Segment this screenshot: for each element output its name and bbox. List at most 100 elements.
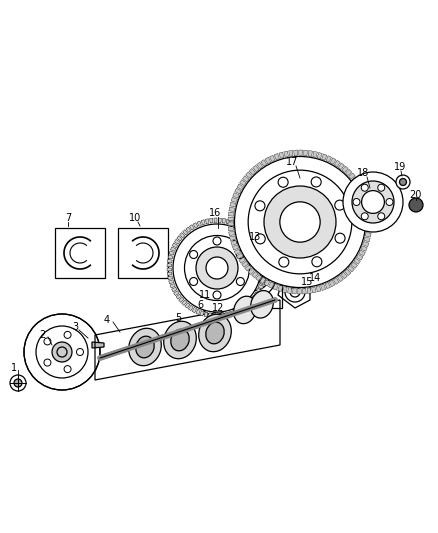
Circle shape — [184, 236, 250, 301]
Polygon shape — [262, 261, 267, 264]
Circle shape — [237, 278, 244, 286]
Circle shape — [24, 314, 100, 390]
Polygon shape — [345, 269, 351, 276]
Polygon shape — [243, 176, 249, 182]
Polygon shape — [176, 294, 181, 299]
Circle shape — [255, 234, 265, 244]
Polygon shape — [313, 151, 318, 157]
Polygon shape — [283, 287, 287, 293]
Polygon shape — [229, 311, 233, 316]
Polygon shape — [200, 311, 204, 316]
Circle shape — [44, 338, 51, 345]
Polygon shape — [239, 257, 245, 263]
Polygon shape — [252, 271, 258, 278]
Ellipse shape — [251, 290, 273, 318]
Circle shape — [386, 198, 393, 206]
Polygon shape — [179, 297, 184, 302]
Polygon shape — [253, 237, 258, 242]
Circle shape — [353, 198, 360, 206]
Polygon shape — [258, 285, 264, 289]
Circle shape — [64, 332, 71, 338]
Polygon shape — [231, 240, 237, 245]
Polygon shape — [264, 280, 270, 286]
Polygon shape — [172, 287, 177, 292]
Ellipse shape — [136, 336, 154, 358]
Text: 14: 14 — [309, 273, 321, 283]
Polygon shape — [229, 231, 235, 236]
Circle shape — [361, 213, 368, 220]
Polygon shape — [168, 255, 173, 259]
Circle shape — [190, 251, 198, 259]
Polygon shape — [169, 251, 174, 255]
Polygon shape — [352, 176, 358, 183]
Circle shape — [396, 175, 410, 189]
Polygon shape — [273, 284, 278, 290]
Circle shape — [279, 257, 289, 267]
Circle shape — [280, 202, 320, 242]
Polygon shape — [177, 236, 182, 241]
Polygon shape — [246, 172, 252, 179]
Polygon shape — [302, 288, 306, 294]
Polygon shape — [351, 262, 357, 268]
Bar — [227, 243, 282, 308]
Polygon shape — [346, 169, 352, 176]
Polygon shape — [222, 219, 226, 223]
Circle shape — [399, 179, 406, 185]
Polygon shape — [316, 286, 321, 292]
Polygon shape — [233, 193, 239, 198]
Polygon shape — [167, 272, 172, 276]
Polygon shape — [228, 227, 234, 231]
Polygon shape — [333, 278, 339, 284]
Polygon shape — [172, 243, 177, 248]
Polygon shape — [262, 265, 267, 268]
Polygon shape — [169, 280, 174, 284]
Polygon shape — [349, 173, 355, 179]
Polygon shape — [170, 284, 175, 288]
Polygon shape — [317, 152, 322, 159]
Polygon shape — [307, 288, 311, 294]
Bar — [55, 228, 105, 278]
Circle shape — [312, 257, 322, 266]
Polygon shape — [299, 150, 303, 156]
Circle shape — [190, 278, 198, 286]
Polygon shape — [240, 306, 244, 311]
Polygon shape — [326, 156, 332, 162]
Circle shape — [213, 291, 221, 299]
Text: 15: 15 — [301, 277, 313, 287]
Text: 11: 11 — [199, 290, 211, 300]
Polygon shape — [235, 188, 241, 194]
Polygon shape — [230, 236, 236, 240]
Polygon shape — [232, 245, 239, 250]
Polygon shape — [260, 281, 265, 285]
Circle shape — [234, 157, 366, 287]
Text: 4: 4 — [104, 315, 110, 325]
Circle shape — [77, 349, 84, 356]
Ellipse shape — [234, 296, 256, 324]
Text: 20: 20 — [409, 190, 421, 200]
Circle shape — [255, 201, 265, 211]
Polygon shape — [304, 150, 307, 156]
Polygon shape — [265, 157, 271, 164]
Polygon shape — [205, 219, 209, 224]
Polygon shape — [261, 277, 266, 281]
Circle shape — [378, 213, 385, 220]
Polygon shape — [274, 154, 279, 160]
Ellipse shape — [129, 328, 161, 366]
Circle shape — [237, 251, 244, 259]
Polygon shape — [167, 268, 172, 271]
Polygon shape — [361, 246, 367, 251]
Ellipse shape — [199, 314, 231, 352]
Polygon shape — [196, 309, 200, 314]
Text: 18: 18 — [357, 168, 369, 178]
Polygon shape — [252, 295, 257, 300]
Circle shape — [362, 191, 385, 213]
Bar — [118, 228, 168, 278]
Polygon shape — [230, 202, 236, 207]
Polygon shape — [174, 239, 180, 244]
Polygon shape — [249, 168, 255, 175]
Text: 3: 3 — [72, 322, 78, 332]
Polygon shape — [359, 250, 365, 256]
Polygon shape — [228, 217, 233, 221]
Polygon shape — [255, 240, 260, 245]
Polygon shape — [204, 312, 208, 317]
